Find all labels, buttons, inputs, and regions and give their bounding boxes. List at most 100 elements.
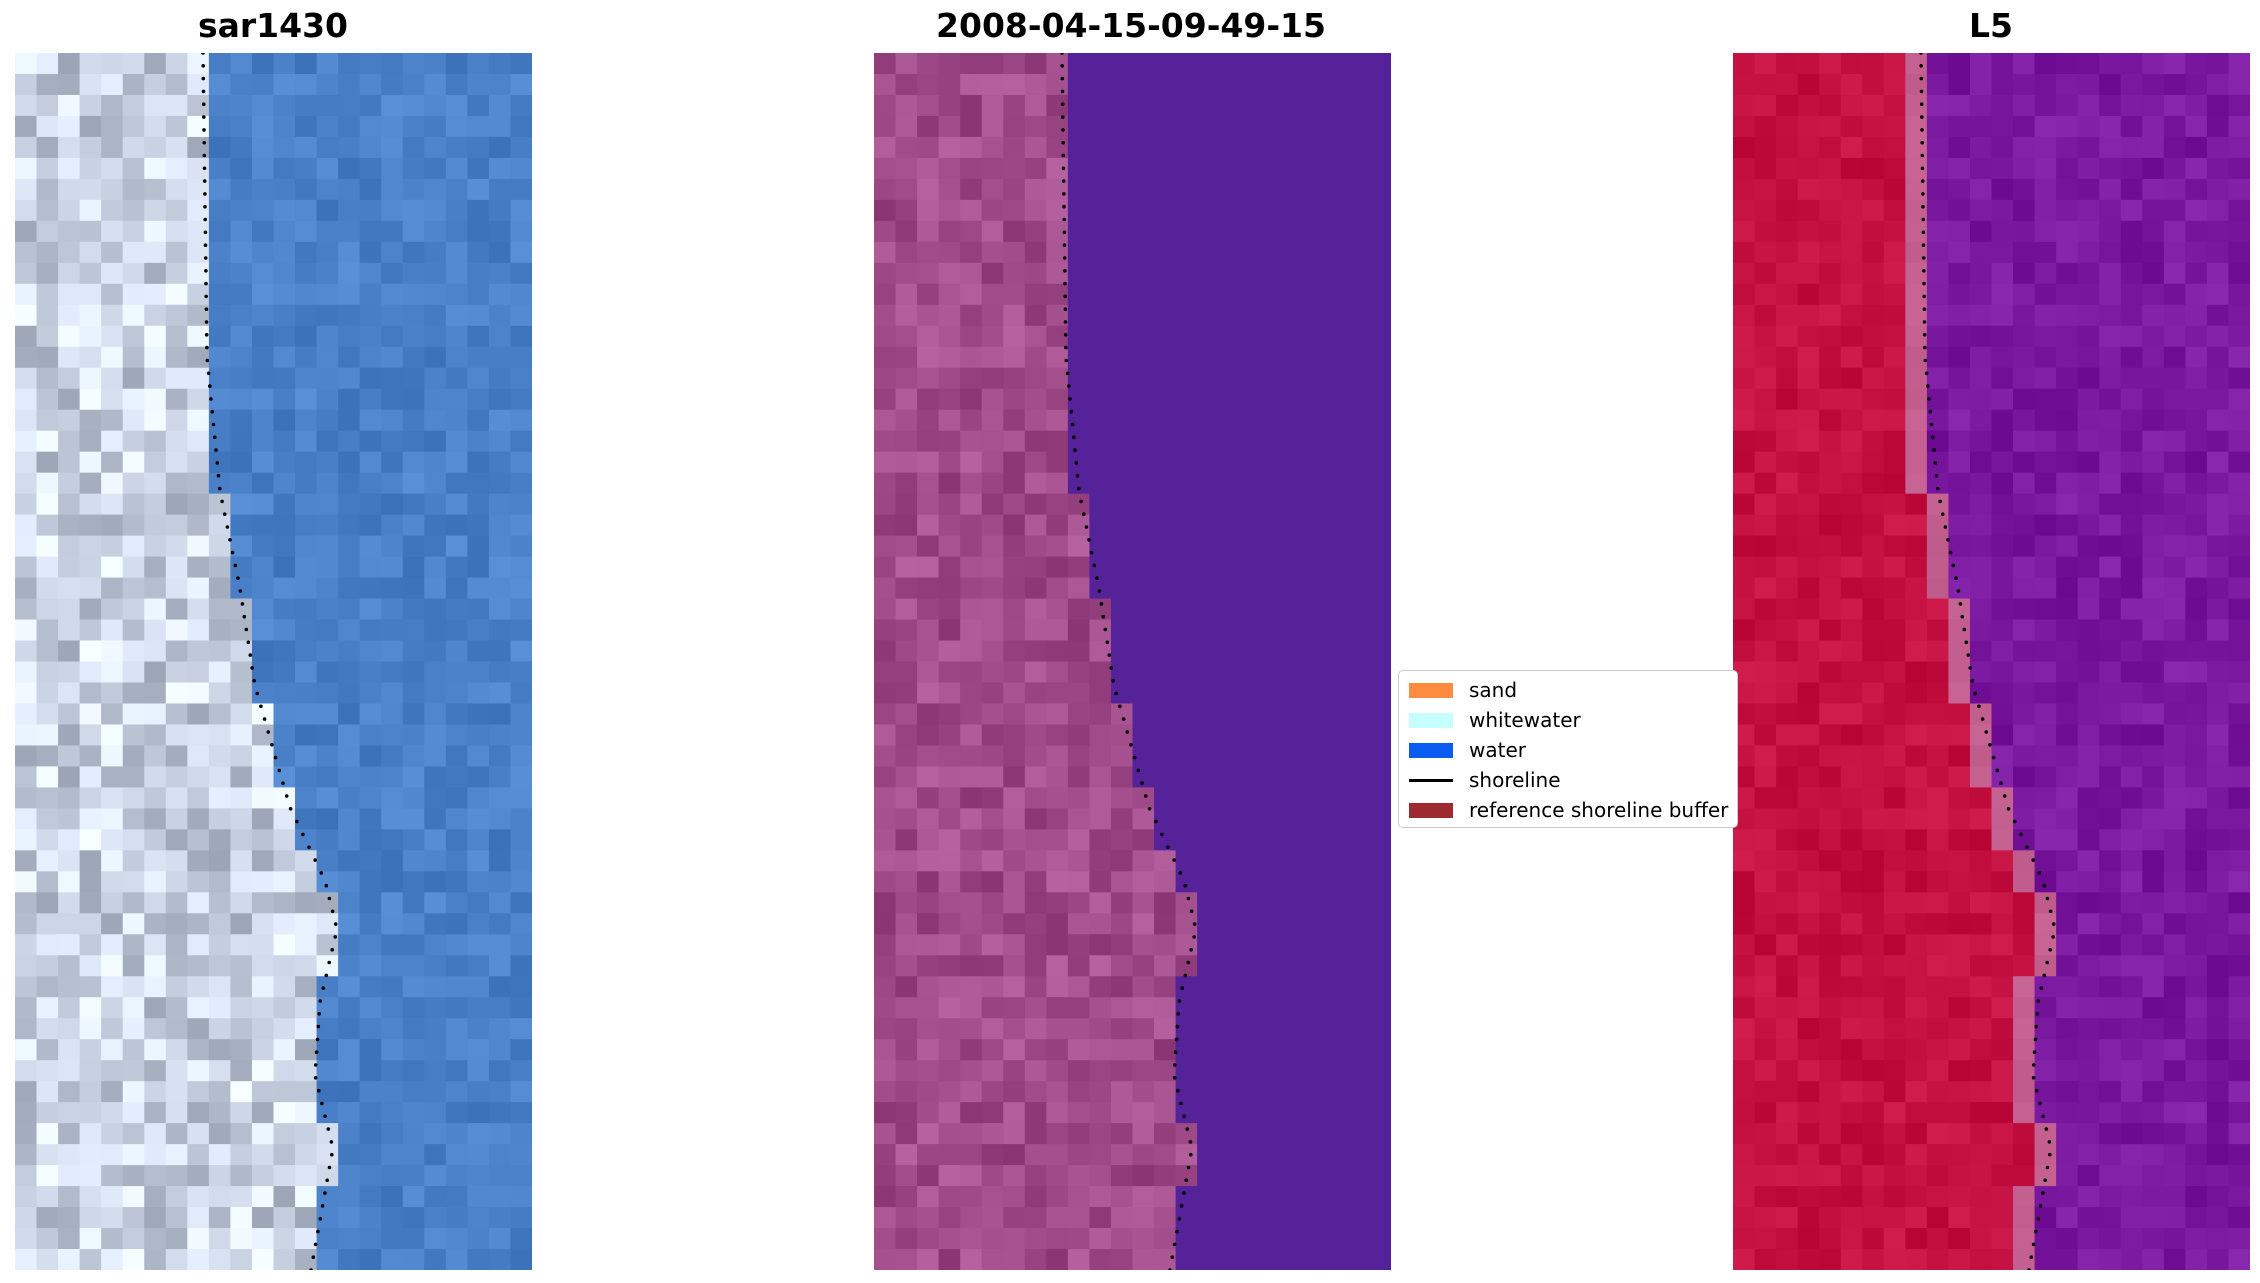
shoreline-point	[238, 589, 243, 593]
shoreline-point	[236, 576, 240, 580]
shoreline-point	[327, 1165, 332, 1170]
shoreline-point	[1922, 320, 1927, 324]
shoreline-point	[1154, 819, 1158, 824]
shoreline-point	[321, 986, 326, 990]
shoreline-point	[215, 461, 220, 465]
shoreline-point	[205, 345, 209, 350]
shoreline-point	[1921, 256, 1926, 260]
legend-item-water: water	[1409, 735, 1727, 765]
shoreline-point	[281, 781, 285, 785]
index-image-panel	[1733, 53, 2250, 1270]
shoreline-point	[1962, 627, 1967, 632]
legend: sand whitewater water shoreline referenc…	[1398, 670, 1738, 828]
shoreline-point	[1175, 1229, 1179, 1234]
shoreline-point	[1973, 691, 1977, 696]
shoreline-point	[313, 1063, 318, 1067]
shoreline-point	[201, 76, 206, 81]
shoreline-point	[2002, 794, 2007, 798]
shoreline-point	[1189, 909, 1194, 914]
shoreline-point	[1060, 102, 1065, 106]
legend-label: sand	[1469, 678, 1518, 702]
shoreline-point	[1938, 499, 1942, 504]
shoreline-point	[329, 1140, 334, 1144]
shoreline-point	[1923, 358, 1928, 363]
shoreline-point	[202, 115, 206, 119]
panel-title-3: L5	[1969, 6, 2013, 45]
shoreline-swatch	[1409, 778, 1453, 782]
shoreline-point	[1956, 589, 1961, 593]
shoreline-point	[202, 128, 206, 132]
shoreline-point	[330, 1152, 334, 1157]
shoreline-point	[301, 832, 305, 837]
shoreline-point	[313, 1242, 318, 1247]
shoreline-point	[204, 294, 208, 299]
shoreline-point	[326, 1127, 331, 1131]
shoreline-point	[2051, 935, 2055, 939]
shoreline-point	[1980, 717, 1985, 721]
shoreline-point	[202, 153, 207, 158]
shoreline-point	[1936, 486, 1940, 491]
shoreline-point	[1179, 1204, 1184, 1208]
shoreline-point	[1995, 768, 2000, 773]
shoreline-point	[203, 243, 208, 247]
shoreline-point	[284, 794, 289, 798]
shoreline-point	[1107, 653, 1112, 657]
shoreline-point	[2048, 947, 2052, 952]
shoreline-point	[242, 614, 247, 619]
shoreline-point	[1166, 845, 1170, 850]
shoreline-point	[1176, 1012, 1180, 1016]
shoreline-point	[2048, 1152, 2052, 1157]
shoreline-point	[225, 525, 230, 529]
shoreline-point	[2031, 1076, 2036, 1080]
shoreline-point	[1922, 281, 1926, 286]
shoreline-point	[2035, 1088, 2039, 1093]
shoreline-point	[1929, 422, 1934, 427]
shoreline-point	[1087, 538, 1091, 542]
shoreline-point	[266, 730, 271, 734]
shoreline-point	[209, 397, 213, 401]
shoreline-point	[1072, 435, 1076, 440]
shoreline-point	[2039, 986, 2044, 990]
shoreline-point	[1922, 294, 1926, 299]
shoreline-point	[1920, 140, 1924, 145]
shoreline-point	[1183, 883, 1188, 888]
shoreline-point	[2041, 1191, 2045, 1195]
shoreline-point	[277, 768, 282, 773]
shoreline-point	[1960, 614, 1965, 619]
shoreline-point	[222, 512, 227, 516]
shoreline-point	[1074, 461, 1079, 465]
shoreline-point	[1062, 204, 1066, 209]
shoreline-point	[2036, 999, 2041, 1003]
shoreline-point	[1061, 166, 1066, 171]
shoreline-point	[309, 1268, 313, 1270]
shoreline-point	[1084, 525, 1089, 529]
shoreline-point	[2033, 1037, 2038, 1042]
shoreline-point	[1182, 1191, 1186, 1195]
shoreline-point	[216, 473, 221, 478]
shoreline-point	[1958, 602, 1963, 606]
shoreline-point	[330, 947, 335, 952]
shoreline-point	[2025, 845, 2029, 850]
shoreline-point	[2045, 1165, 2050, 1170]
shoreline-point	[315, 1037, 320, 1042]
shoreline-point	[318, 999, 323, 1003]
shoreline-point	[1064, 358, 1069, 363]
shoreline-point	[1125, 730, 1130, 734]
shoreline-point	[203, 217, 207, 222]
shoreline-point	[273, 755, 278, 760]
shoreline-point	[1063, 281, 1067, 286]
shoreline-point	[1184, 1178, 1188, 1183]
shoreline-point	[1175, 1024, 1180, 1029]
shoreline-point	[317, 1088, 321, 1093]
shoreline-point	[1121, 717, 1126, 721]
legend-label: water	[1469, 738, 1526, 762]
shoreline-point	[2032, 1050, 2037, 1054]
shoreline-point	[203, 256, 208, 260]
shoreline-point	[1182, 1114, 1186, 1119]
shoreline-point	[1966, 653, 1971, 657]
shoreline-point	[1922, 269, 1926, 273]
shoreline-point	[1970, 678, 1974, 683]
shoreline-point	[323, 1114, 327, 1119]
shoreline-point	[327, 896, 332, 901]
shoreline-point	[313, 858, 318, 862]
